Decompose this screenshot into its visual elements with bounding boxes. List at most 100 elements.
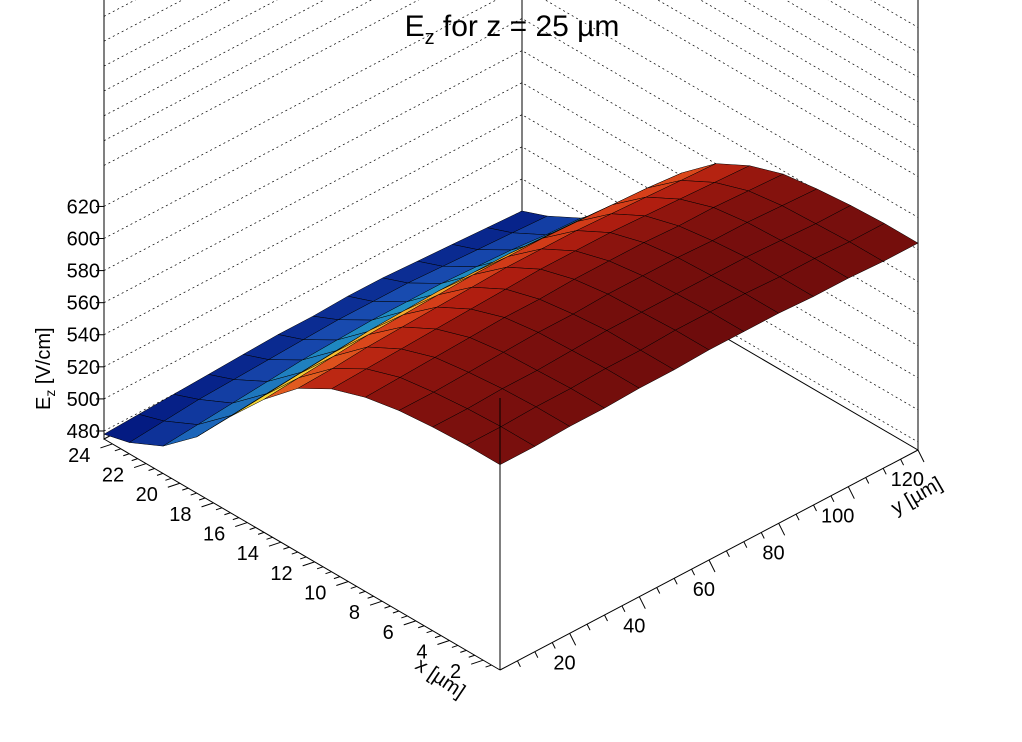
x-minor-tick <box>316 566 324 570</box>
x-tick <box>437 640 450 645</box>
y-minor-tick <box>551 642 556 649</box>
z-tick-label: 620 <box>67 196 100 218</box>
y-minor-tick <box>813 504 817 512</box>
x-tick <box>369 600 383 606</box>
x-minor-tick <box>198 497 206 501</box>
axis-tick-labels: 2468101214161820222420406080100120480500… <box>67 196 924 683</box>
z-axis-title-main: E <box>33 397 55 410</box>
z-tick-label: 540 <box>67 325 100 347</box>
x-minor-tick <box>485 664 492 668</box>
x-minor-tick <box>367 595 374 599</box>
x-tick-label: 8 <box>349 602 360 624</box>
y-tick-label: 100 <box>821 506 854 528</box>
x-minor-tick <box>350 585 357 589</box>
y-tick-label: 40 <box>623 616 645 638</box>
z-tick-label: 580 <box>67 261 100 283</box>
z-tick-label: 500 <box>67 389 100 411</box>
x-minor-tick <box>114 448 122 452</box>
y-tick-label: 120 <box>891 469 924 491</box>
x-tick <box>470 659 484 665</box>
x-minor-tick <box>266 536 273 540</box>
y-tick <box>917 449 925 463</box>
x-tick-label: 6 <box>383 622 394 644</box>
x-minor-tick <box>156 472 164 476</box>
x-tick <box>336 581 349 587</box>
y-minor-tick <box>725 550 730 558</box>
x-tick-label: 16 <box>203 524 225 546</box>
x-minor-tick <box>426 630 433 634</box>
axis-ticks <box>96 205 925 668</box>
surface <box>103 163 919 465</box>
z-tick-label: 560 <box>67 293 100 315</box>
y-minor-tick <box>882 468 887 475</box>
x-minor-tick <box>148 468 155 471</box>
y-tick <box>638 596 646 609</box>
y-minor-tick <box>691 568 696 576</box>
z-tick-label: 480 <box>67 421 100 443</box>
x-tick-label: 10 <box>304 583 326 605</box>
x-tick-label: 18 <box>169 504 191 526</box>
x-minor-tick <box>182 487 189 491</box>
y-minor-tick <box>673 578 678 585</box>
x-minor-tick <box>215 507 223 511</box>
x-tick <box>302 561 315 567</box>
y-tick <box>778 523 786 536</box>
y-minor-tick <box>795 513 800 521</box>
x-minor-tick <box>224 512 231 516</box>
x-minor-tick <box>123 453 130 457</box>
x-minor-tick <box>468 654 475 658</box>
x-minor-tick <box>283 546 290 550</box>
x-minor-tick <box>131 458 138 462</box>
y-minor-tick <box>743 541 748 548</box>
y-tick <box>569 633 577 646</box>
x-minor-tick <box>325 571 332 575</box>
x-tick-label: 2 <box>450 661 461 683</box>
x-tick-label: 14 <box>237 543 259 565</box>
x-minor-tick <box>451 644 459 648</box>
x-tick <box>100 443 113 449</box>
x-minor-tick <box>384 605 391 609</box>
x-tick-label: 20 <box>136 484 158 506</box>
y-minor-tick <box>760 532 765 539</box>
x-tick <box>403 620 416 626</box>
x-minor-tick <box>249 526 256 530</box>
x-minor-tick <box>434 635 442 639</box>
chart-title-rest: for z = 25 µm <box>435 10 620 43</box>
y-minor-tick <box>586 623 591 631</box>
x-tick <box>268 541 282 547</box>
y-minor-tick <box>534 651 539 658</box>
y-minor-tick <box>516 660 521 668</box>
x-axis-line <box>103 438 501 671</box>
x-tick-label: 4 <box>416 642 427 664</box>
y-minor-tick <box>621 605 626 613</box>
z-axis-title: Ez [V/cm] <box>33 327 58 410</box>
y-tick <box>847 486 855 499</box>
chart-title-main: E <box>405 10 425 43</box>
y-minor-tick <box>865 477 870 484</box>
x-minor-tick <box>401 615 408 619</box>
x-minor-tick <box>257 531 265 535</box>
y-tick-label: 60 <box>693 579 715 601</box>
x-tick <box>201 502 214 508</box>
x-minor-tick <box>418 625 425 629</box>
z-axis-title-rest: [V/cm] <box>33 327 55 389</box>
x-minor-tick <box>333 576 341 580</box>
x-tick-label: 24 <box>68 445 90 467</box>
y-tick-label: 20 <box>553 652 575 674</box>
x-tick-label: 22 <box>102 465 124 487</box>
chart-title: Ez for z = 25 µm <box>405 10 620 49</box>
y-minor-tick <box>830 495 835 503</box>
chart-title-subscript: z <box>425 27 435 49</box>
x-minor-tick <box>165 477 172 481</box>
x-minor-tick <box>300 556 307 560</box>
x-minor-tick <box>190 492 197 496</box>
y-minor-tick <box>900 458 905 466</box>
x-tick <box>235 522 248 528</box>
x-minor-tick <box>460 649 467 653</box>
x-tick <box>133 463 147 469</box>
x-minor-tick <box>232 517 239 521</box>
x-tick <box>167 482 180 488</box>
z-tick-label: 520 <box>67 357 100 379</box>
back-wall-right <box>521 0 919 451</box>
y-minor-tick <box>604 614 608 622</box>
